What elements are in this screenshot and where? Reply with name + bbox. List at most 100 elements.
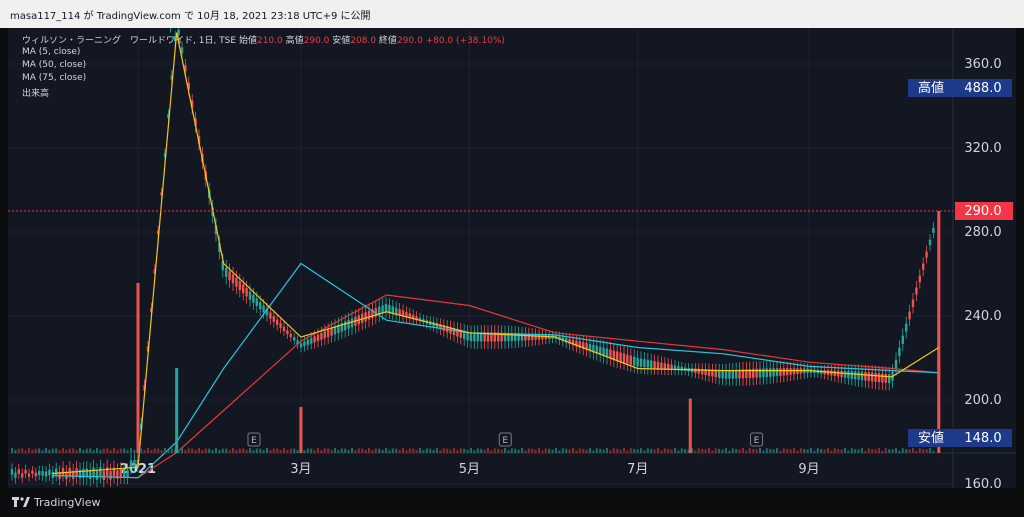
candle-body bbox=[585, 343, 588, 351]
volume-bar bbox=[898, 450, 901, 453]
volume-bar bbox=[891, 449, 894, 453]
volume-bar bbox=[259, 448, 262, 453]
volume-bar bbox=[187, 448, 190, 453]
volume-bar bbox=[276, 448, 279, 453]
volume-bar bbox=[266, 448, 268, 453]
volume-bar bbox=[667, 448, 670, 453]
symbol-title: ウィルソン・ラーニング ワールドワイド, 1日, TSE bbox=[22, 36, 237, 46]
candle-body bbox=[864, 372, 867, 381]
price-tick-label: 280.0 bbox=[964, 225, 1001, 240]
candle-body bbox=[874, 372, 877, 382]
volume-bar bbox=[221, 448, 224, 453]
volume-bar bbox=[762, 450, 765, 453]
volume-bar bbox=[820, 449, 823, 453]
volume-bar bbox=[728, 450, 731, 453]
volume-bar bbox=[184, 450, 187, 453]
candle-body bbox=[21, 473, 24, 478]
candle-body bbox=[38, 470, 41, 476]
candle-body bbox=[782, 368, 785, 376]
volume-bar bbox=[68, 448, 71, 453]
volume-bar bbox=[793, 448, 795, 453]
volume-bar bbox=[527, 448, 530, 453]
volume-bar bbox=[823, 449, 826, 453]
candle-body bbox=[748, 369, 751, 379]
candle-body bbox=[575, 340, 578, 347]
open-value: 210.0 bbox=[256, 36, 283, 46]
volume-bar bbox=[218, 450, 221, 453]
price-chart[interactable]: 520.0480.0440.0400.0360.0320.0280.0240.0… bbox=[8, 28, 1016, 488]
footer-bar bbox=[0, 488, 1024, 517]
candle-body bbox=[721, 370, 724, 379]
price-tick-label: 320.0 bbox=[964, 141, 1001, 156]
candle-body bbox=[527, 333, 530, 341]
volume-bar bbox=[857, 449, 860, 453]
volume-bar bbox=[150, 449, 153, 453]
volume-bar bbox=[385, 448, 387, 453]
legend-ma5[interactable]: MA (5, close) bbox=[22, 47, 81, 57]
legend-ma50[interactable]: MA (50, close) bbox=[22, 60, 87, 70]
candle-body bbox=[214, 225, 218, 235]
volume-bar bbox=[582, 448, 585, 453]
close-value: 290.0 bbox=[396, 36, 423, 46]
chart-panel[interactable]: 520.0480.0440.0400.0360.0320.0280.0240.0… bbox=[8, 28, 1016, 488]
volume-bar bbox=[595, 448, 598, 453]
legend-ma75[interactable]: MA (75, close) bbox=[22, 73, 87, 83]
volume-bar bbox=[755, 449, 758, 453]
volume-bar bbox=[670, 449, 673, 453]
candle-body bbox=[51, 471, 54, 478]
candle-body bbox=[388, 304, 391, 313]
earnings-event-marker[interactable]: E bbox=[247, 432, 261, 447]
candle-body bbox=[769, 368, 772, 377]
candle-body bbox=[514, 333, 517, 341]
volume-bar bbox=[58, 450, 61, 453]
volume-bar bbox=[912, 448, 914, 453]
volume-bar bbox=[844, 448, 846, 453]
candle-body bbox=[568, 338, 571, 345]
candle-body bbox=[731, 370, 734, 379]
candle-body bbox=[374, 308, 377, 317]
volume-bar bbox=[374, 448, 377, 453]
volume-bar bbox=[524, 450, 527, 453]
volume-bar bbox=[541, 450, 544, 453]
volume-bar bbox=[480, 448, 483, 453]
candle-body bbox=[476, 332, 479, 342]
candle-body bbox=[789, 368, 792, 375]
legend-volume[interactable]: 出来高 bbox=[22, 89, 50, 99]
earnings-event-marker[interactable]: E bbox=[750, 432, 764, 447]
candle-body bbox=[17, 469, 20, 474]
candle-body bbox=[133, 460, 136, 467]
close-label: 終値 bbox=[378, 36, 397, 46]
volume-bar bbox=[126, 450, 129, 453]
volume-bar bbox=[456, 450, 459, 453]
candle-body bbox=[408, 313, 411, 319]
volume-bar bbox=[371, 450, 374, 453]
volume-bar bbox=[578, 448, 581, 453]
candle-body bbox=[180, 47, 184, 54]
volume-bar bbox=[833, 448, 836, 453]
volume-bar bbox=[534, 449, 537, 453]
candle-body bbox=[741, 369, 745, 379]
candle-body bbox=[327, 329, 330, 338]
volume-bar bbox=[232, 448, 234, 453]
candle-body bbox=[833, 370, 836, 376]
volume-bar bbox=[782, 448, 785, 453]
candle-body bbox=[714, 370, 717, 378]
candle-body bbox=[911, 299, 915, 307]
candle-body bbox=[571, 339, 575, 346]
volume-bar bbox=[296, 450, 299, 453]
candle-body bbox=[792, 368, 796, 375]
volume-bar bbox=[500, 449, 503, 453]
volume-bar bbox=[75, 450, 78, 453]
candle-body bbox=[711, 369, 714, 377]
candle-body bbox=[167, 114, 170, 119]
volume-bar bbox=[483, 449, 486, 453]
candle-body bbox=[680, 366, 683, 371]
volume-bar bbox=[41, 450, 44, 453]
volume-bar bbox=[201, 450, 204, 453]
earnings-event-marker[interactable]: E bbox=[498, 432, 512, 447]
volume-bar bbox=[313, 449, 316, 453]
candle-body bbox=[116, 470, 119, 479]
volume-bar bbox=[742, 448, 744, 453]
volume-bar bbox=[17, 448, 20, 453]
volume-bar bbox=[813, 450, 816, 453]
